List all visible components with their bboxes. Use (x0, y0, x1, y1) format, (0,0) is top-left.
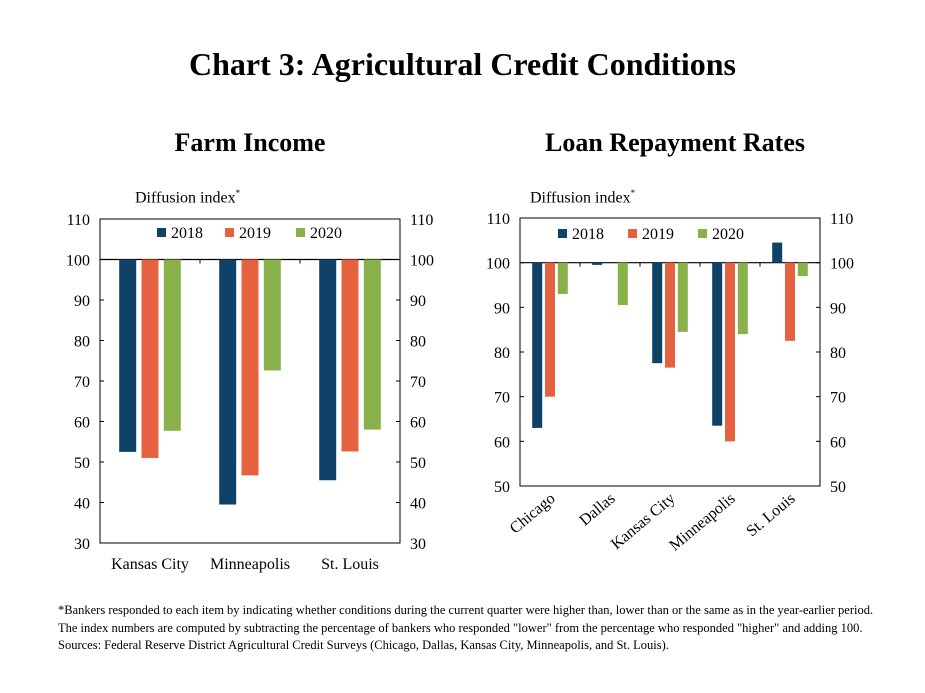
farm-income-ytick-label-right: 110 (410, 212, 433, 229)
farm-income-ytick-label-left: 100 (66, 253, 90, 270)
footnote: *Bankers responded to each item by indic… (58, 602, 878, 655)
loan-repayment-ytick-label-right: 60 (830, 434, 846, 451)
farm-income-legend-swatch (225, 228, 234, 237)
loan-repayment-bar-2018-st-louis (772, 242, 783, 263)
farm-income-ytick-label-left: 70 (74, 374, 90, 391)
loan-repayment-title: Loan Repayment Rates (545, 128, 805, 157)
loan-repayment-ytick-label-left: 90 (494, 300, 510, 317)
farm-income-bar-2018-kansas-city (119, 259, 137, 452)
farm-income-title: Farm Income (174, 128, 326, 157)
loan-repayment-bar-2019-minneapolis (725, 262, 735, 442)
loan-repayment-ytick-label-right: 90 (830, 300, 846, 317)
loan-repayment-bar-2018-kansas-city (652, 262, 663, 364)
loan-repayment-bar-2019-kansas-city (665, 262, 675, 368)
footnote-note: *Bankers responded to each item by indic… (58, 603, 874, 635)
loan-repayment-bar-2019-chicago (545, 262, 555, 397)
farm-income-legend-swatch (296, 228, 305, 237)
farm-income-ytick-label-right: 50 (410, 455, 426, 472)
farm-income-ytick-label-left: 50 (74, 455, 90, 472)
loan-repayment-bar-2020-kansas-city (677, 262, 688, 332)
farm-income-ytick-label-right: 80 (410, 334, 426, 351)
loan-repayment-bar-2018-dallas (592, 262, 603, 265)
loan-repayment-xtick-label: Chicago (507, 490, 559, 537)
loan-repayment-ytick-label-right: 70 (830, 390, 846, 407)
farm-income-ytick-label-left: 40 (74, 496, 90, 513)
farm-income-legend-label: 2020 (310, 225, 342, 242)
footnote-sources: Sources: Federal Reserve District Agricu… (58, 638, 669, 652)
farm-income-legend-label: 2019 (239, 225, 271, 242)
farm-income-ytick-label-left: 60 (74, 415, 90, 432)
farm-income-ytick-label-right: 100 (410, 253, 434, 270)
farm-income-legend-swatch (157, 228, 166, 237)
chart-title: Chart 3: Agricultural Credit Conditions (189, 46, 736, 82)
loan-repayment-xtick-label: Dallas (576, 490, 618, 529)
farm-income-bar-2019-kansas-city (141, 259, 159, 458)
farm-income-ytick-label-right: 70 (410, 374, 426, 391)
farm-income-xtick-label: Minneapolis (210, 556, 290, 573)
loan-repayment-legend-swatch (558, 229, 567, 238)
loan-repayment-ytick-label-right: 50 (830, 479, 846, 496)
loan-repayment-legend-swatch (698, 229, 707, 238)
loan-repayment-xtick-label: Minneapolis (666, 490, 738, 554)
loan-repayment-bar-2018-chicago (532, 262, 543, 428)
farm-income-bar-2018-minneapolis (219, 259, 237, 505)
loan-repayment-ytick-label-left: 60 (494, 434, 510, 451)
loan-repayment-ytick-label-left: 70 (494, 390, 510, 407)
farm-income-ytick-label-left: 90 (74, 293, 90, 310)
farm-income-xtick-label: Kansas City (111, 556, 189, 573)
loan-repayment-ytick-label-right: 100 (830, 256, 854, 273)
farm-income-xtick-label: St. Louis (321, 556, 379, 573)
loan-repayment-ytick-label-right: 80 (830, 345, 846, 362)
farm-income-bar-2018-st-louis (319, 259, 337, 481)
loan-repayment-ytick-label-left: 80 (494, 345, 510, 362)
farm-income-ytick-label-right: 40 (410, 496, 426, 513)
farm-income-ylabel: Diffusion index* (135, 188, 241, 207)
loan-repayment-legend-label: 2018 (572, 226, 604, 243)
loan-repayment-bar-2020-st-louis (797, 262, 808, 277)
farm-income-ytick-label-right: 60 (410, 415, 426, 432)
loan-repayment-ytick-label-right: 110 (830, 211, 853, 228)
loan-repayment-legend-label: 2020 (712, 226, 744, 243)
loan-repayment-ytick-label-left: 50 (494, 479, 510, 496)
farm-income-ytick-label-left: 80 (74, 334, 90, 351)
farm-income-bar-2020-kansas-city (163, 259, 181, 431)
loan-repayment-bar-2019-st-louis (785, 262, 795, 341)
loan-repayment-legend-label: 2019 (642, 226, 674, 243)
farm-income-ytick-label-right: 90 (410, 293, 426, 310)
loan-repayment-ytick-label-left: 110 (487, 211, 510, 228)
farm-income-legend-label: 2018 (171, 225, 203, 242)
loan-repayment-legend-swatch (628, 229, 637, 238)
farm-income-ytick-label-right: 30 (410, 536, 426, 553)
farm-income-bar-2020-st-louis (363, 259, 381, 430)
loan-repayment-xtick-label: St. Louis (743, 490, 798, 540)
farm-income-bar-2019-minneapolis (241, 259, 259, 476)
loan-repayment-bar-2020-minneapolis (737, 262, 748, 335)
loan-repayment-ylabel: Diffusion index* (530, 188, 636, 207)
farm-income-ytick-label-left: 30 (74, 536, 90, 553)
farm-income-bar-2019-st-louis (341, 259, 359, 452)
loan-repayment-bar-2020-dallas (617, 262, 628, 306)
farm-income-ytick-label-left: 110 (67, 212, 90, 229)
loan-repayment-ytick-label-left: 100 (486, 256, 510, 273)
farm-income-bar-2020-minneapolis (263, 259, 281, 371)
loan-repayment-bar-2018-minneapolis (712, 262, 723, 426)
loan-repayment-bar-2020-chicago (557, 262, 568, 294)
